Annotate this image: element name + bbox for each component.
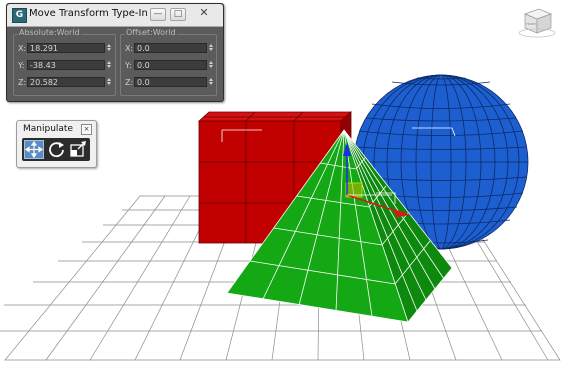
manipulate-tool-strip [22, 138, 90, 161]
offset-world-group: Offset:World X: 0.0 Y: 0.0 Z: 0.0 [120, 28, 217, 96]
maximize-button[interactable]: □ [170, 8, 186, 21]
move-transform-type-in-dialog: G Move Transform Type-In — □ ✕ Absolute:… [6, 3, 224, 102]
close-icon[interactable]: × [81, 124, 92, 135]
rotate-icon [49, 142, 64, 158]
absolute-z-label: Z: [18, 78, 27, 87]
absolute-x-label: X: [18, 44, 27, 53]
minimize-button[interactable]: — [150, 8, 166, 21]
absolute-x-field[interactable]: 18.291 [27, 43, 105, 53]
absolute-z-spinner[interactable] [106, 77, 113, 87]
close-button[interactable]: ✕ [197, 6, 211, 19]
app-logo-icon: G [12, 8, 27, 23]
absolute-y-spinner[interactable] [106, 60, 113, 70]
scale-tool-button[interactable] [68, 140, 88, 159]
minimize-icon: — [153, 9, 163, 19]
absolute-z-field[interactable]: 20.582 [27, 77, 105, 87]
manipulate-title: Manipulate [23, 124, 73, 134]
offset-z-field[interactable]: 0.0 [134, 77, 207, 87]
absolute-y-label: Y: [18, 61, 25, 70]
offset-x-spinner[interactable] [208, 43, 215, 53]
absolute-x-spinner[interactable] [106, 43, 113, 53]
rotate-tool-button[interactable] [47, 140, 67, 159]
offset-y-field[interactable]: 0.0 [134, 60, 207, 70]
absolute-world-group: Absolute:World X: 18.291 Y: -38.43 Z: 20… [13, 28, 116, 96]
absolute-y-field[interactable]: -38.43 [27, 60, 105, 70]
offset-x-field[interactable]: 0.0 [134, 43, 207, 53]
viewcube-face-label: FRONT [526, 22, 536, 26]
offset-z-spinner[interactable] [208, 77, 215, 87]
maximize-icon: □ [173, 9, 183, 19]
absolute-world-legend: Absolute:World [18, 28, 81, 37]
manipulate-toolbar: Manipulate × [16, 120, 97, 168]
move-gizmo[interactable] [343, 142, 411, 217]
dialog-title: Move Transform Type-In [29, 8, 148, 19]
pyramid-object[interactable] [226, 129, 453, 323]
close-icon: ✕ [199, 6, 209, 19]
offset-z-label: Z: [125, 78, 134, 87]
offset-world-legend: Offset:World [125, 28, 177, 37]
offset-x-label: X: [125, 44, 134, 53]
viewcube-icon[interactable]: FRONT [517, 6, 557, 38]
offset-y-label: Y: [125, 61, 132, 70]
scale-icon [70, 141, 86, 157]
move-icon [24, 140, 44, 159]
dialog-titlebar[interactable]: G Move Transform Type-In — □ ✕ [7, 4, 223, 27]
move-tool-button[interactable] [24, 140, 44, 159]
offset-y-spinner[interactable] [208, 60, 215, 70]
